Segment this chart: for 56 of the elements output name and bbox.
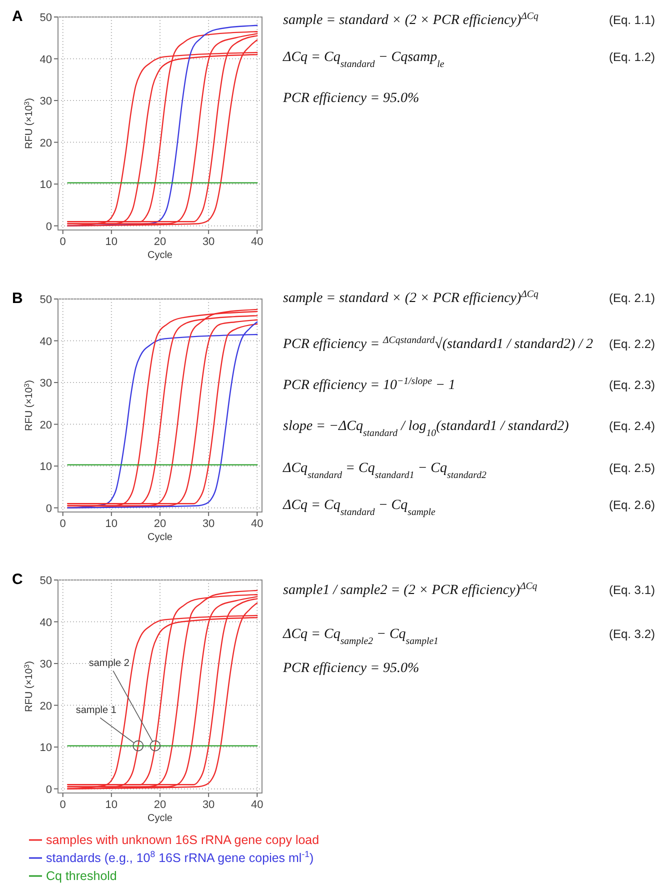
chart-title: C (12, 571, 23, 588)
text: Cq threshold (46, 869, 117, 883)
x-axis-title: Cycle (147, 250, 173, 261)
y-tick-label: 40 (40, 616, 52, 629)
y-tick-label: 30 (40, 96, 52, 108)
x-tick-label: 30 (202, 518, 215, 530)
y-tick-label: 30 (40, 658, 52, 671)
text: samples with unknown 16S rRNA gene copy load (46, 833, 320, 847)
y-tick-label: 20 (40, 700, 52, 712)
x-tick-label: 40 (251, 799, 264, 811)
text: ΔCq = Cq$_{sample2}$ − Cq$_{sample1}$ (Eq. 3.2) (283, 627, 655, 646)
text: sample = standard × (2 × PCR efficiency)$^{ΔCq}$ (Eq. 2.1) (283, 288, 655, 306)
annotation: sample 1 (76, 704, 117, 716)
chart-title: B (12, 290, 23, 307)
text: slope = −ΔCq$_{standard}$ / log$_{10}$(standard1 / standard2) (Eq. 2.4) (283, 419, 655, 438)
text: ΔCq = Cq$_{standard}$ − Cq$_{sample}$ (Eq. 2.6) (283, 498, 655, 518)
x-tick-label: 30 (202, 799, 215, 811)
y-tick-label: 40 (40, 336, 52, 348)
text: sample = standard × (2 × PCR efficiency)$^{ΔCq}$ (Eq. 1.1) (283, 10, 655, 28)
y-tick-label: 0 (46, 502, 52, 515)
text: PCR efficiency = 95.0% (282, 661, 420, 676)
y-tick-label: 40 (40, 54, 52, 66)
x-tick-label: 30 (202, 236, 215, 248)
y-tick-label: 20 (40, 419, 52, 432)
text: PCR efficiency = 95.0% (282, 91, 420, 106)
y-tick-label: 50 (40, 12, 52, 24)
x-tick-label: 10 (105, 799, 118, 811)
x-tick-label: 20 (154, 518, 166, 530)
x-tick-label: 10 (105, 236, 118, 248)
x-tick-label: 40 (251, 518, 264, 530)
y-tick-label: 30 (40, 378, 52, 390)
y-tick-label: 10 (40, 179, 52, 192)
x-tick-label: 0 (60, 518, 66, 530)
x-tick-label: 0 (60, 236, 66, 248)
text: sample1 / sample2 = (2 × PCR efficiency)$^{ΔCq}$ (Eq. 3.1) (283, 580, 655, 598)
y-tick-label: 0 (46, 784, 52, 796)
annotation: sample 2 (88, 658, 130, 669)
text: PCR efficiency = $^{ΔCqstandard}$√(standard1 / standard2) / 2 (Eq. 2.2) (282, 334, 655, 352)
y-tick-label: 50 (40, 294, 52, 306)
x-axis-title: Cycle (147, 532, 173, 543)
chart-title: A (12, 8, 23, 25)
text: ΔCq = Cq$_{standard}$ − Cqsamp$_{le}$ (Eq. 1.2) (283, 50, 655, 70)
x-tick-label: 0 (60, 799, 66, 811)
text: PCR efficiency = 10$^{−1/slope}$ − 1 (Eq. 2.3) (283, 376, 655, 393)
y-tick-label: 0 (46, 220, 52, 233)
y-tick-label: 50 (40, 575, 52, 587)
x-tick-label: 20 (154, 799, 166, 811)
y-tick-label: 20 (40, 137, 52, 150)
x-tick-label: 10 (105, 518, 118, 530)
x-tick-label: 40 (251, 236, 264, 248)
text: ΔCq$_{standard}$ = Cq$_{standard1}$ − Cq$_{standard2}$ (Eq. 2.5) (283, 461, 655, 480)
text: standards (e.g., 10$^{8}$ 16S rRNA gene copies ml$^{-1}$) (46, 849, 314, 865)
y-tick-label: 10 (40, 742, 52, 754)
x-tick-label: 20 (154, 236, 166, 248)
y-tick-label: 10 (40, 461, 52, 474)
x-axis-title: Cycle (147, 813, 173, 824)
